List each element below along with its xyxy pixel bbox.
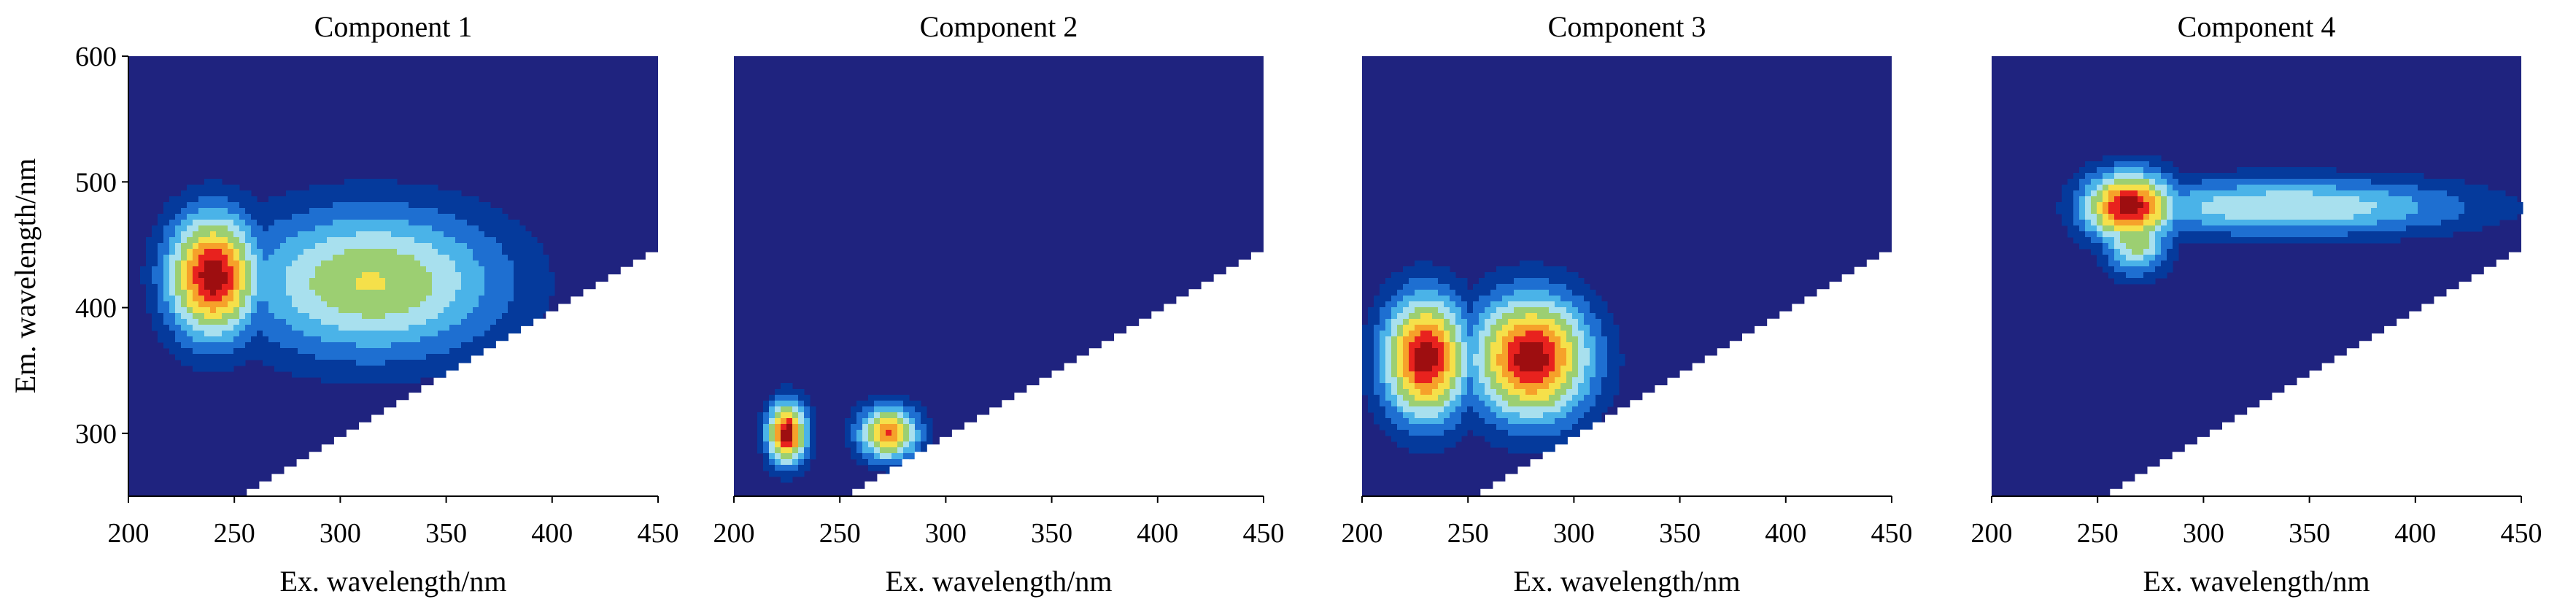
x-tick-label: 300 — [1553, 518, 1595, 549]
panel-title: Component 3 — [1548, 10, 1706, 43]
x-tick-label: 450 — [1243, 518, 1285, 549]
panel-title: Component 2 — [920, 10, 1078, 43]
x-tick-label: 400 — [531, 518, 573, 549]
panel-1: Component 1 200 250 300 350 400 450 Ex. wavelen… — [75, 10, 679, 598]
x-tick-label: 300 — [925, 518, 967, 549]
x-tick-label: 250 — [1447, 518, 1489, 549]
x-tick-label: 300 — [2183, 518, 2224, 549]
panel-title: Component 1 — [314, 10, 473, 43]
x-axis-label: Ex. wavelength/nm — [2143, 565, 2370, 598]
x-tick-label: 350 — [2289, 518, 2330, 549]
x-tick-label: 450 — [638, 518, 679, 549]
y-axis-label: Em. wavelength/nm — [9, 158, 42, 393]
x-tick-label: 250 — [2077, 518, 2119, 549]
y-tick-label: 400 — [75, 293, 117, 324]
x-axis-label: Ex. wavelength/nm — [279, 565, 506, 598]
x-tick-label: 450 — [1871, 518, 1913, 549]
x-tick-label: 250 — [819, 518, 861, 549]
panel-4: Component 4 200 250 300 350 400 450 Ex. wavelen… — [1971, 10, 2542, 598]
y-tick-label: 500 — [75, 167, 117, 198]
y-tick-label: 300 — [75, 419, 117, 449]
x-tick-label: 350 — [1031, 518, 1072, 549]
panel-title: Component 4 — [2178, 10, 2336, 43]
x-tick-label: 350 — [1659, 518, 1701, 549]
x-tick-label: 300 — [320, 518, 361, 549]
y-tick-label: 600 — [75, 42, 117, 72]
x-tick-label: 200 — [1342, 518, 1383, 549]
x-axis-label: Ex. wavelength/nm — [1513, 565, 1740, 598]
x-tick-label: 250 — [214, 518, 255, 549]
x-tick-label: 450 — [2501, 518, 2542, 549]
x-tick-label: 200 — [108, 518, 150, 549]
x-tick-label: 200 — [1971, 518, 2013, 549]
x-tick-label: 200 — [713, 518, 755, 549]
figure: Em. wavelength/nm Component 1 200 250 300 35… — [0, 0, 2576, 602]
panels: Component 1 200 250 300 350 400 450 Ex. wavelen… — [75, 10, 2542, 598]
panel-3: Component 3 200 250 300 350 400 450 Ex. wavelen… — [1342, 10, 1913, 598]
contour-fill — [1362, 261, 1625, 454]
x-axis-label: Ex. wavelength/nm — [885, 565, 1112, 598]
x-tick-label: 350 — [425, 518, 467, 549]
x-tick-label: 400 — [1765, 518, 1806, 549]
panel-2: Component 2 200 250 300 350 400 450 Ex. wavelen… — [713, 10, 1285, 598]
x-tick-label: 400 — [2394, 518, 2436, 549]
x-tick-label: 400 — [1137, 518, 1178, 549]
